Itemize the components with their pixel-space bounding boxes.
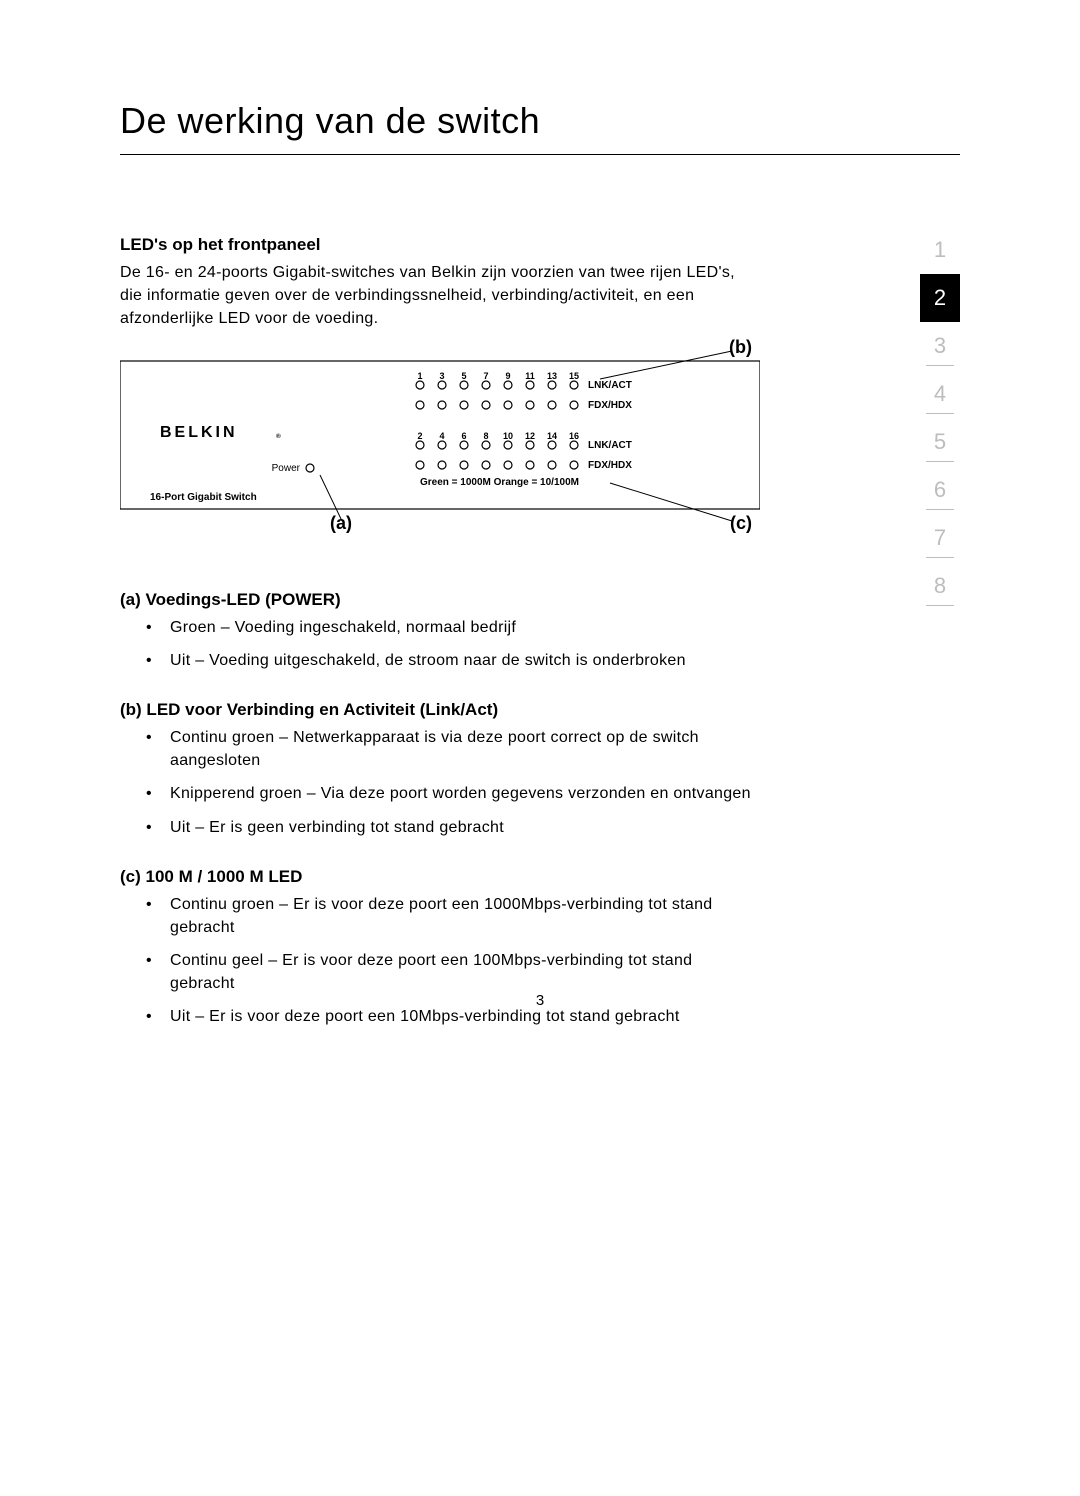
svg-text:FDX/HDX: FDX/HDX bbox=[588, 460, 632, 471]
svg-text:5: 5 bbox=[461, 371, 466, 381]
front-panel-diagram: BELKIN ® Power 16-Port Gigabit Switch 13… bbox=[120, 345, 760, 525]
section-nav-item[interactable]: 5 bbox=[920, 418, 960, 466]
list-item: Uit – Er is geen verbinding tot stand ge… bbox=[170, 816, 760, 839]
list-item: Uit – Voeding uitgeschakeld, de stroom n… bbox=[170, 649, 760, 672]
callout-b: (b) bbox=[729, 337, 752, 358]
list-item: Uit – Er is voor deze poort een 10Mbps-v… bbox=[170, 1005, 760, 1028]
section-nav-sidebar: 12345678 bbox=[920, 226, 960, 610]
page-number: 3 bbox=[0, 992, 1080, 1009]
svg-text:4: 4 bbox=[439, 431, 444, 441]
section-nav-item[interactable]: 3 bbox=[920, 322, 960, 370]
page-title: De werking van de switch bbox=[120, 100, 960, 155]
svg-text:9: 9 bbox=[505, 371, 510, 381]
svg-text:16: 16 bbox=[569, 431, 579, 441]
device-label: 16-Port Gigabit Switch bbox=[150, 492, 257, 503]
svg-text:8: 8 bbox=[483, 431, 488, 441]
svg-text:14: 14 bbox=[547, 431, 557, 441]
svg-text:13: 13 bbox=[547, 371, 557, 381]
svg-text:LNK/ACT: LNK/ACT bbox=[588, 380, 632, 391]
svg-text:15: 15 bbox=[569, 371, 579, 381]
sectionA-heading: (a) Voedings-LED (POWER) bbox=[120, 590, 760, 610]
svg-text:LNK/ACT: LNK/ACT bbox=[588, 440, 632, 451]
sectionA-list: Groen – Voeding ingeschakeld, normaal be… bbox=[120, 616, 760, 672]
content-column: LED's op het frontpaneel De 16- en 24-po… bbox=[120, 235, 760, 1029]
front-panel-diagram-wrap: (b) BELKIN ® Power 16-Port Gigabit Switc… bbox=[120, 345, 760, 530]
svg-text:FDX/HDX: FDX/HDX bbox=[588, 400, 632, 411]
brand-text: BELKIN bbox=[160, 424, 238, 441]
section-nav-item[interactable]: 7 bbox=[920, 514, 960, 562]
sectionB-list: Continu groen – Netwerkapparaat is via d… bbox=[120, 726, 760, 839]
list-item: Continu geel – Er is voor deze poort een… bbox=[170, 949, 760, 995]
svg-text:3: 3 bbox=[439, 371, 444, 381]
callout-a: (a) bbox=[330, 513, 352, 534]
section1-heading: LED's op het frontpaneel bbox=[120, 235, 760, 255]
document-page: De werking van de switch LED's op het fr… bbox=[0, 0, 1080, 1079]
list-item: Continu groen – Er is voor deze poort ee… bbox=[170, 893, 760, 939]
svg-text:12: 12 bbox=[525, 431, 535, 441]
sectionC-heading: (c) 100 M / 1000 M LED bbox=[120, 867, 760, 887]
svg-text:7: 7 bbox=[483, 371, 488, 381]
section-nav-item[interactable]: 2 bbox=[920, 274, 960, 322]
svg-text:2: 2 bbox=[417, 431, 422, 441]
brand-dot: ® bbox=[276, 432, 281, 440]
section-nav-item[interactable]: 4 bbox=[920, 370, 960, 418]
section-nav-item[interactable]: 8 bbox=[920, 562, 960, 610]
section-nav-item[interactable]: 6 bbox=[920, 466, 960, 514]
section-nav-item[interactable]: 1 bbox=[920, 226, 960, 274]
svg-text:6: 6 bbox=[461, 431, 466, 441]
section1-intro: De 16- en 24-poorts Gigabit-switches van… bbox=[120, 261, 760, 331]
sectionB-heading: (b) LED voor Verbinding en Activiteit (L… bbox=[120, 700, 760, 720]
list-item: Continu groen – Netwerkapparaat is via d… bbox=[170, 726, 760, 772]
list-item: Groen – Voeding ingeschakeld, normaal be… bbox=[170, 616, 760, 639]
svg-text:11: 11 bbox=[525, 371, 535, 381]
led-legend: Green = 1000M Orange = 10/100M bbox=[420, 477, 579, 488]
power-label: Power bbox=[272, 463, 301, 474]
list-item: Knipperend groen – Via deze poort worden… bbox=[170, 782, 760, 805]
svg-text:10: 10 bbox=[503, 431, 513, 441]
svg-text:1: 1 bbox=[417, 371, 422, 381]
callout-c: (c) bbox=[730, 513, 752, 534]
